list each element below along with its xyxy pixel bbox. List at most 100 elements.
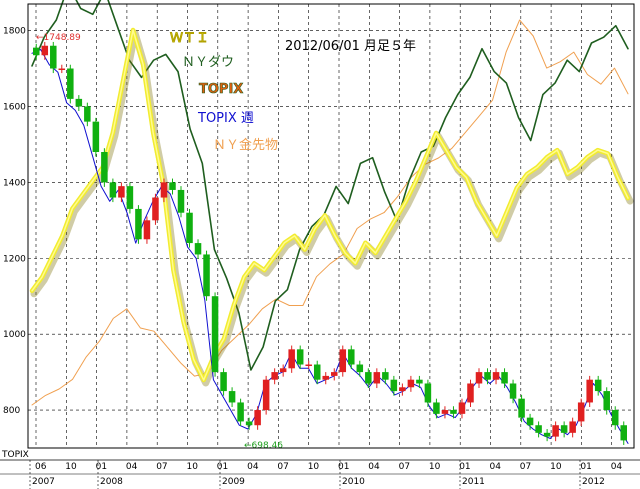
candle-body bbox=[177, 189, 185, 213]
candle-body bbox=[237, 402, 244, 422]
x-tick-year: 2007 bbox=[32, 477, 55, 487]
candle-body bbox=[365, 372, 372, 384]
candle-body bbox=[169, 182, 176, 190]
candle-body bbox=[416, 379, 423, 384]
candle-body bbox=[348, 349, 355, 365]
candle-body bbox=[433, 402, 440, 414]
y-tick-label: 1200 bbox=[3, 254, 26, 264]
candle-body bbox=[313, 364, 321, 380]
candle-body bbox=[552, 425, 559, 437]
series-line-wti bbox=[29, 27, 631, 383]
candle-body bbox=[67, 68, 74, 99]
candle-body bbox=[118, 186, 125, 198]
candle-body bbox=[126, 186, 134, 209]
candle-body bbox=[339, 349, 347, 373]
candle-body bbox=[569, 421, 576, 433]
candle-body bbox=[467, 383, 474, 403]
candle-body bbox=[262, 379, 270, 411]
candle-body bbox=[322, 375, 329, 380]
candle-body bbox=[296, 349, 304, 365]
candle-body bbox=[518, 398, 525, 418]
series-line-gold bbox=[31, 19, 629, 406]
candle-body bbox=[288, 349, 295, 369]
plot-border bbox=[27, 3, 635, 449]
legend-topix: TOPIX bbox=[199, 82, 243, 97]
y-tick-label: 1000 bbox=[3, 330, 26, 340]
y-axis-label: TOPIX bbox=[1, 450, 29, 460]
x-tick-month: 04 bbox=[490, 462, 502, 472]
candle-body bbox=[50, 45, 57, 69]
candle-body bbox=[560, 425, 568, 433]
legend-topix-weekly: TOPIX 週 bbox=[197, 111, 254, 126]
candle-body bbox=[492, 372, 500, 380]
x-tick-month: 07 bbox=[520, 462, 531, 472]
candle-body bbox=[305, 364, 312, 367]
candle-body bbox=[373, 372, 381, 384]
x-tick-month: 10 bbox=[550, 462, 562, 472]
x-tick-month: 04 bbox=[126, 462, 138, 472]
y-tick-label: 1400 bbox=[3, 178, 26, 188]
x-tick-month: 01 bbox=[96, 462, 107, 472]
candle-body bbox=[203, 254, 210, 297]
candle-body bbox=[535, 425, 542, 433]
axis-labels: TOPIX 06 10 01 04 07 10 01 04 07 10 01 04 07 10 01 04 07… bbox=[1, 27, 622, 487]
x-tick-month: 10 bbox=[308, 462, 320, 472]
y-tick-label: 1600 bbox=[3, 102, 26, 112]
candle-body bbox=[620, 425, 627, 441]
candle-body bbox=[41, 45, 49, 56]
candle-body bbox=[356, 364, 364, 373]
candle-body bbox=[458, 402, 466, 414]
candle-body bbox=[484, 372, 491, 380]
candle-body bbox=[594, 379, 602, 392]
candle-body bbox=[424, 383, 432, 403]
candle-layer bbox=[33, 41, 627, 445]
candle-body bbox=[441, 410, 449, 414]
x-tick-month: 07 bbox=[399, 462, 410, 472]
candle-body bbox=[271, 372, 278, 380]
candle-body bbox=[577, 402, 585, 422]
x-tick-month: 04 bbox=[368, 462, 380, 472]
candle-body bbox=[101, 152, 108, 183]
candle-body bbox=[135, 208, 142, 240]
series-line-nydow bbox=[31, 0, 629, 371]
candle-body bbox=[75, 98, 83, 107]
x-tick-month: 07 bbox=[277, 462, 288, 472]
candle-body bbox=[254, 410, 261, 426]
candle-body bbox=[475, 372, 483, 384]
legend-gold: ＮＹ金先物 bbox=[213, 137, 278, 153]
series-line-wti-highlight bbox=[31, 29, 629, 381]
x-tick-month: 01 bbox=[459, 462, 470, 472]
y-tick-label: 800 bbox=[3, 406, 20, 416]
candle-body bbox=[279, 368, 287, 373]
candle-body bbox=[33, 47, 40, 56]
candle-body bbox=[526, 417, 534, 426]
series-layer bbox=[29, 0, 634, 444]
candle-body bbox=[58, 68, 66, 71]
candle-body bbox=[501, 372, 508, 384]
x-tick-year: 2009 bbox=[222, 477, 245, 487]
x-tick-month: 10 bbox=[65, 462, 77, 472]
candle-body bbox=[109, 182, 117, 198]
x-tick-year: 2010 bbox=[342, 477, 365, 487]
candle-body bbox=[143, 220, 151, 240]
candle-body bbox=[160, 182, 168, 198]
candle-body bbox=[611, 410, 619, 426]
candle-body bbox=[586, 379, 593, 403]
candle-body bbox=[390, 379, 398, 392]
candle-body bbox=[509, 383, 517, 399]
candle-body bbox=[245, 421, 253, 426]
grid bbox=[28, 4, 634, 448]
low-annotation: ←698.46 bbox=[244, 441, 283, 451]
x-tick-year: 2012 bbox=[582, 477, 605, 487]
candle-body bbox=[194, 243, 202, 255]
legend-nydow: ＮＹダウ bbox=[182, 55, 234, 70]
x-tick-year: 2008 bbox=[100, 477, 123, 487]
candle-body bbox=[407, 379, 415, 388]
x-tick-month: 01 bbox=[338, 462, 349, 472]
x-tick-month: 04 bbox=[611, 462, 623, 472]
annotations: ←1748.89 ←698.46 bbox=[36, 33, 283, 451]
candle-body bbox=[450, 410, 457, 414]
legend-wti: ＷＴＩ bbox=[170, 31, 209, 46]
legend: 2012/06/01 月足５年 ＷＴＩ ＮＹダウ TOPIX TOPIX 週 Ｎ… bbox=[170, 31, 416, 153]
candle-body bbox=[331, 372, 338, 376]
